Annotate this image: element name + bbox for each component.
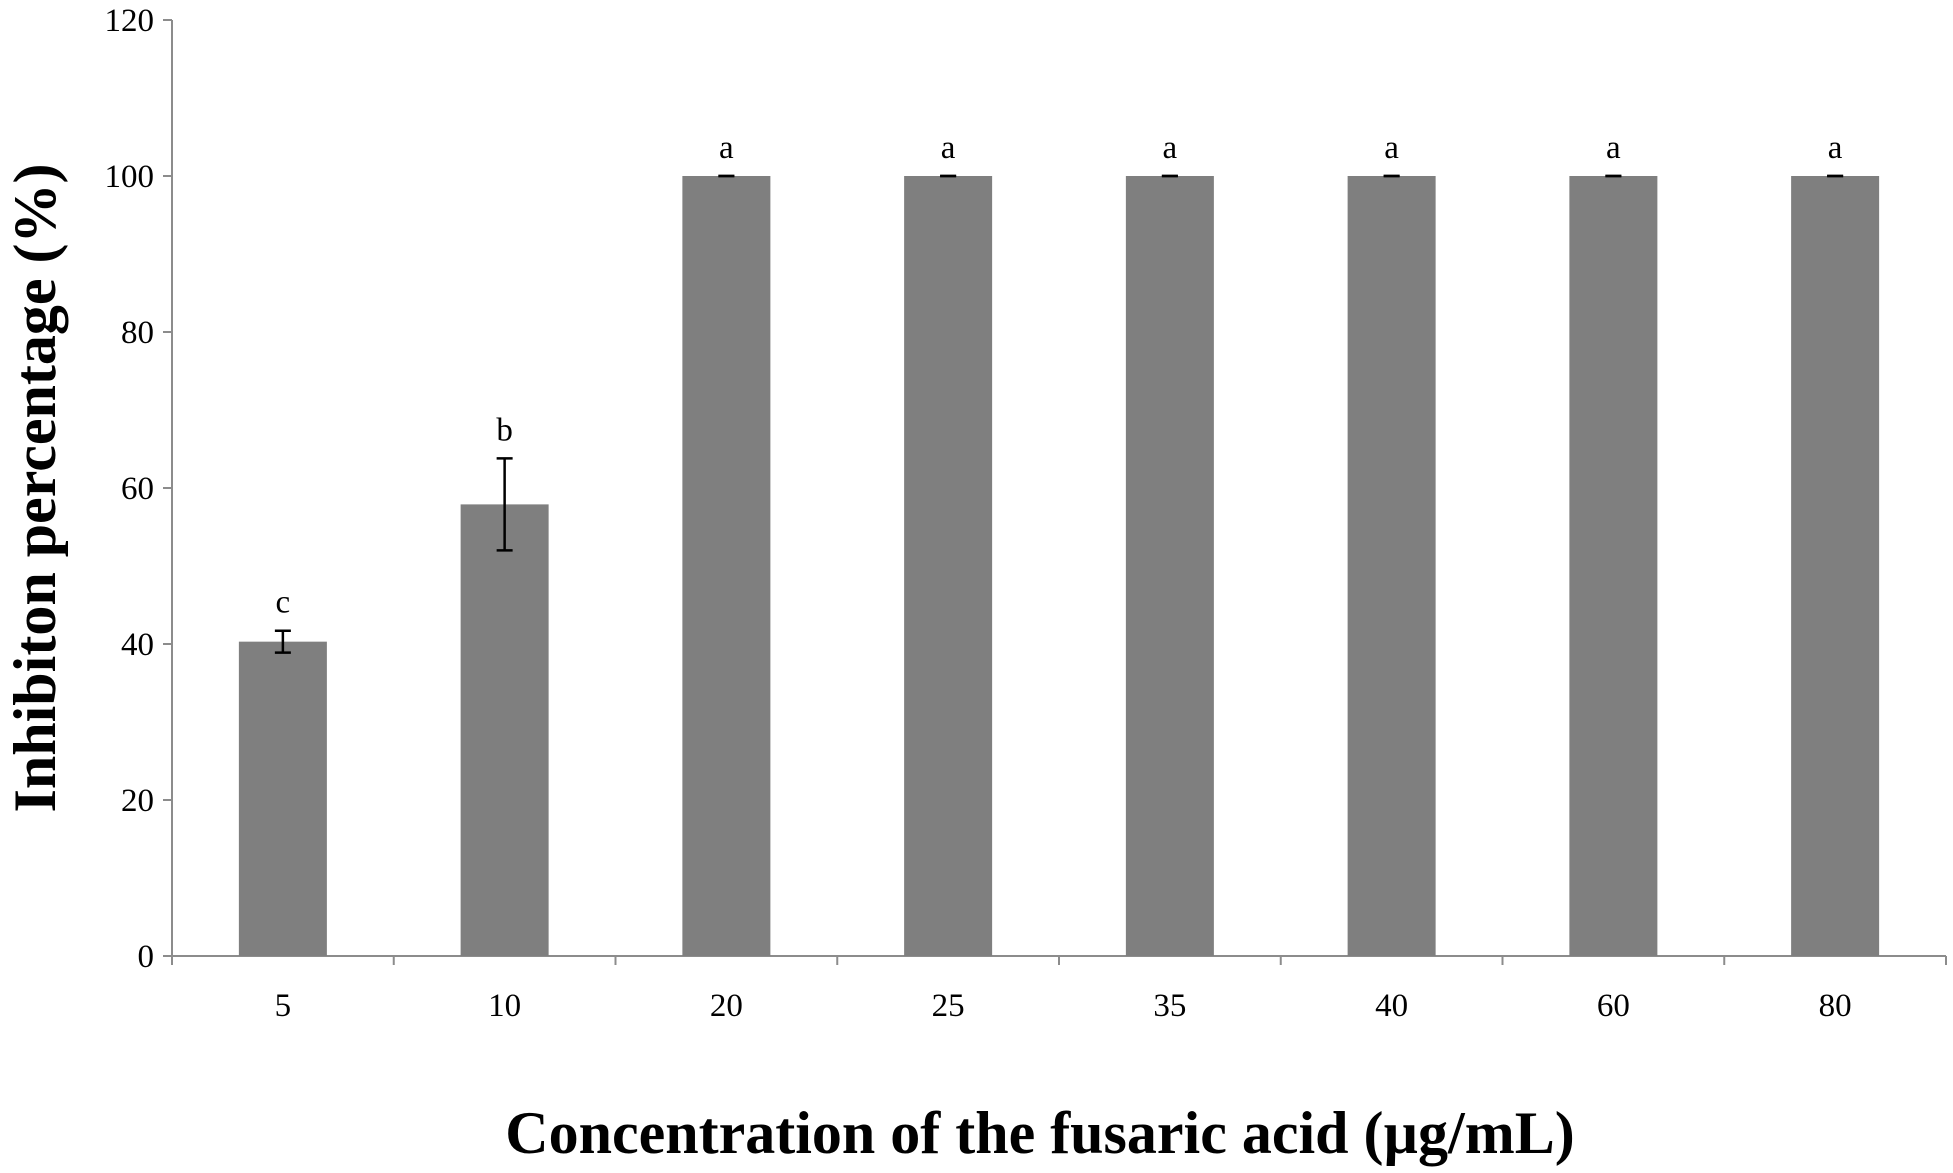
x-tick-label-25: 25 — [932, 988, 965, 1024]
x-tick-label-35: 35 — [1153, 988, 1186, 1024]
y-tick-label: 20 — [121, 783, 154, 819]
x-axis-title: Concentration of the fusaric acid (µg/mL… — [505, 1100, 1574, 1166]
y-tick-label: 100 — [105, 159, 155, 195]
y-tick-label: 120 — [105, 3, 155, 39]
y-axis-title: Inhibiton percentage (%) — [2, 164, 68, 813]
y-tick-label: 80 — [121, 315, 154, 351]
x-tick-label-40: 40 — [1375, 988, 1408, 1024]
y-tick-label: 60 — [121, 471, 154, 507]
y-tick-label: 40 — [121, 627, 154, 663]
significance-label-35: a — [1163, 130, 1178, 166]
x-tick-label-20: 20 — [710, 988, 743, 1024]
bar-60 — [1569, 176, 1658, 956]
bar-25 — [904, 176, 993, 956]
significance-label-80: a — [1828, 130, 1843, 166]
plot-area: 0 20 40 60 80 100 120 c 5 b 10 a 20 a 25 a 35 a 40 a 60 a 80 — [105, 3, 1947, 1024]
bar-80 — [1791, 176, 1880, 956]
significance-label-40: a — [1384, 130, 1399, 166]
significance-label-60: a — [1606, 130, 1621, 166]
x-tick-label-60: 60 — [1597, 988, 1630, 1024]
significance-label-10: b — [496, 412, 513, 448]
bar-20 — [682, 176, 771, 956]
significance-label-20: a — [719, 130, 734, 166]
bar-40 — [1347, 176, 1436, 956]
x-tick-label-80: 80 — [1819, 988, 1852, 1024]
x-tick-label-5: 5 — [275, 988, 292, 1024]
x-tick-label-10: 10 — [488, 988, 521, 1024]
y-tick-label: 0 — [138, 939, 155, 975]
significance-label-25: a — [941, 130, 956, 166]
bar-35 — [1125, 176, 1214, 956]
bar-5 — [238, 641, 327, 956]
bar-10 — [460, 504, 549, 956]
significance-label-5: c — [276, 585, 291, 621]
